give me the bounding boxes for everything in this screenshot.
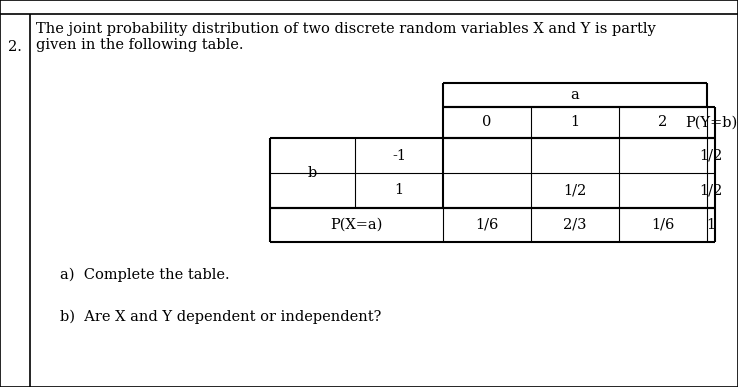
Text: a: a xyxy=(570,88,579,102)
Text: 1/2: 1/2 xyxy=(563,183,587,197)
Text: -1: -1 xyxy=(392,149,406,163)
Text: 2/3: 2/3 xyxy=(563,218,587,232)
Text: P(X=a): P(X=a) xyxy=(331,218,383,232)
Text: b: b xyxy=(308,166,317,180)
Text: a)  Complete the table.: a) Complete the table. xyxy=(60,268,230,283)
Text: b)  Are X and Y dependent or independent?: b) Are X and Y dependent or independent? xyxy=(60,310,382,324)
Text: 1/2: 1/2 xyxy=(700,183,723,197)
Text: 1/6: 1/6 xyxy=(652,218,675,232)
Text: 1: 1 xyxy=(570,115,579,130)
Text: The joint probability distribution of two discrete random variables X and Y is p: The joint probability distribution of tw… xyxy=(36,22,656,52)
Text: 0: 0 xyxy=(483,115,492,130)
Text: 1: 1 xyxy=(394,183,404,197)
Text: 2: 2 xyxy=(658,115,668,130)
Text: P(Y=b): P(Y=b) xyxy=(685,115,737,130)
Text: 1: 1 xyxy=(706,218,716,232)
Text: 1/6: 1/6 xyxy=(475,218,499,232)
Text: 2.: 2. xyxy=(8,40,22,54)
Text: 1/2: 1/2 xyxy=(700,149,723,163)
